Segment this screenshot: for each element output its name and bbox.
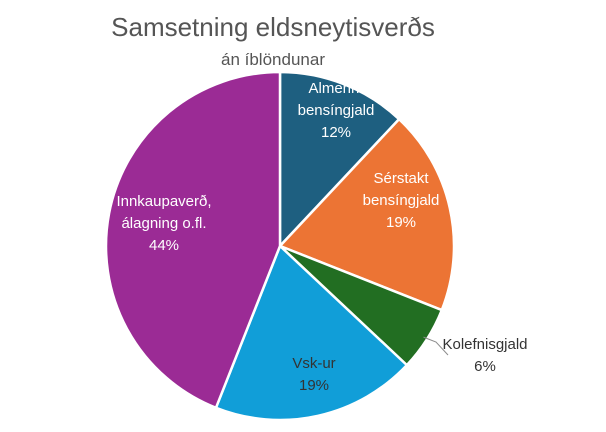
slice-label-5: Innkaupaverð, álagning o.fl. 44% [116,193,211,254]
chart-title: Samsetning eldsneytisverðs [111,12,435,42]
chart-subtitle: án íblöndunar [221,50,325,69]
slice-label-4: Vsk-ur 19% [292,355,335,394]
slice-label-1: Almennt bensíngjald 12% [298,80,375,141]
slice-label-3: Kolefnisgjald 6% [442,336,527,375]
pie-slice-1 [278,70,401,248]
slice-label-2: Sérstakt bensíngjald 19% [363,170,440,231]
leader-line-3 [423,336,449,356]
pie-slice-5 [104,70,282,410]
